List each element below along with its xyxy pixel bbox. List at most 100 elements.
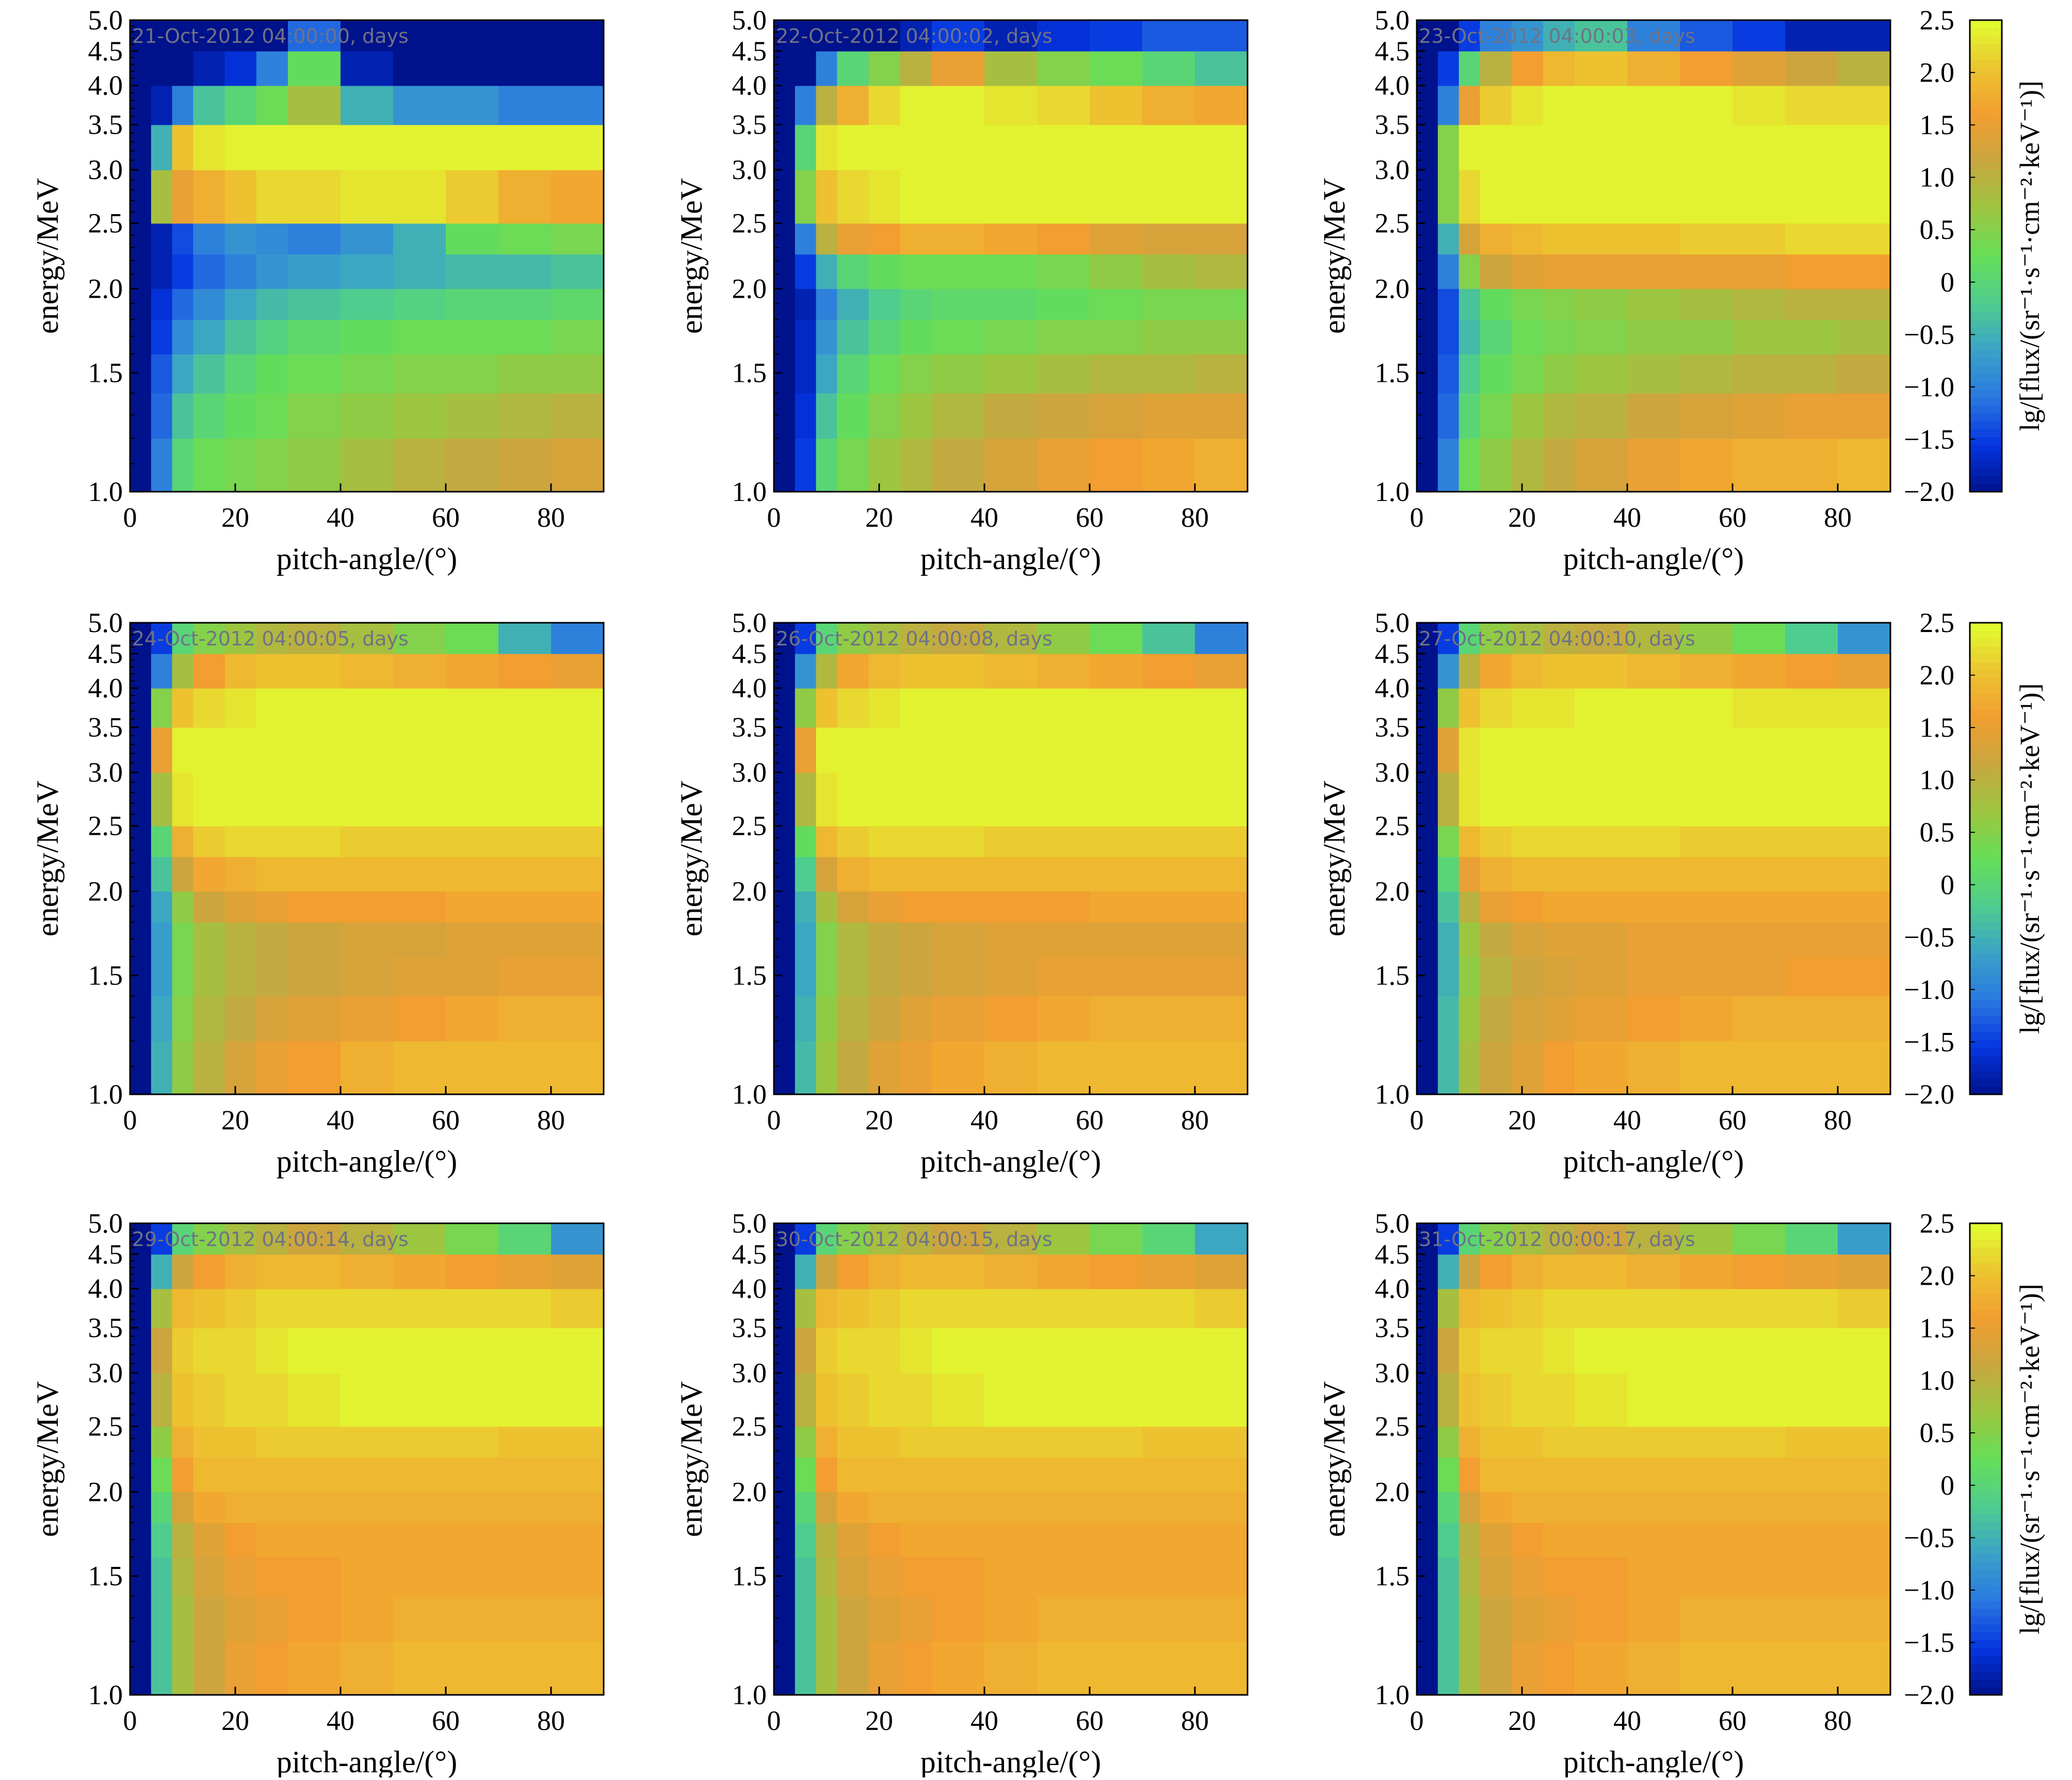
heatmap-cell	[1480, 957, 1512, 996]
heatmap-cell	[1733, 653, 1786, 689]
heatmap-cell	[498, 1457, 552, 1493]
heatmap-cell	[1627, 51, 1680, 86]
heatmap-cell	[393, 170, 446, 224]
heatmap-cell	[1511, 727, 1544, 773]
heatmap-cell	[288, 891, 341, 923]
heatmap-cell	[1680, 170, 1733, 224]
heatmap-cell	[1838, 170, 1891, 224]
heatmap-cell	[151, 688, 173, 728]
heatmap-cell	[130, 1596, 152, 1642]
heatmap-cell	[130, 85, 152, 125]
heatmap-cell	[816, 1426, 838, 1458]
heatmap-cell	[868, 623, 901, 654]
heatmap-cell	[1142, 772, 1195, 827]
x-tick-label: 80	[537, 502, 565, 533]
y-axis-label: energy/MeV	[674, 781, 708, 936]
heatmap-cell	[1680, 85, 1733, 125]
heatmap-cell	[1142, 623, 1195, 654]
heatmap-cell	[1575, 51, 1628, 86]
heatmap-cell	[837, 957, 869, 996]
heatmap-cell	[1480, 623, 1512, 654]
heatmap-cell	[1480, 772, 1512, 827]
colorbar-swatch	[1970, 677, 2002, 686]
colorbar-swatch	[1970, 1372, 2002, 1381]
heatmap-cell	[256, 826, 288, 857]
heatmap-cell	[1785, 85, 1838, 125]
heatmap-cell	[446, 1492, 499, 1523]
colorbar-swatch	[1970, 1078, 2002, 1087]
heatmap-cell	[984, 124, 1038, 170]
heatmap-cell	[1437, 1223, 1460, 1255]
heatmap-cell	[984, 922, 1038, 957]
heatmap-cell	[1459, 623, 1481, 654]
colorbar-swatch	[1970, 1459, 2002, 1468]
heatmap-cell	[774, 623, 796, 654]
heatmap-cell	[130, 1641, 152, 1695]
heatmap-cell	[900, 1523, 932, 1558]
heatmap-cell	[1459, 85, 1481, 125]
x-tick-label: 0	[1410, 1105, 1424, 1136]
heatmap-cell	[288, 319, 341, 354]
heatmap-cell	[446, 1557, 499, 1597]
heatmap-cell	[1838, 319, 1891, 354]
heatmap-cell	[446, 354, 499, 394]
heatmap-cell	[1511, 623, 1544, 654]
heatmap-cell	[816, 772, 838, 827]
heatmap-cell	[932, 891, 985, 923]
heatmap-cell	[837, 288, 869, 320]
heatmap-cell	[816, 727, 838, 773]
heatmap-cell	[446, 922, 499, 957]
heatmap-cell	[1575, 254, 1628, 289]
heatmap-cell	[224, 1596, 257, 1642]
heatmap-cell	[1627, 856, 1680, 892]
heatmap-cell	[1142, 1457, 1195, 1493]
heatmap-cell	[224, 254, 257, 289]
heatmap-cell	[498, 1288, 552, 1329]
x-tick-label: 40	[327, 1705, 354, 1736]
heatmap-cell	[1037, 1373, 1090, 1427]
heatmap-cell	[1195, 826, 1248, 857]
heatmap-cell	[1459, 1328, 1481, 1373]
heatmap-cell	[774, 1426, 796, 1458]
heatmap-cell	[224, 1223, 257, 1255]
heatmap-cell	[551, 653, 604, 689]
heatmap-cell	[172, 653, 194, 689]
heatmap-cell	[551, 995, 604, 1042]
colorbar-swatch	[1970, 1530, 2002, 1539]
colorbar-swatch	[1970, 1055, 2002, 1063]
heatmap-cell	[341, 20, 394, 52]
x-tick-label: 80	[1824, 1105, 1852, 1136]
x-tick-label: 80	[1824, 1705, 1852, 1736]
panel-8: 30-Oct-2012 04:00:15, days1.01.52.02.53.…	[674, 1208, 1249, 1779]
colorbar-swatch	[1970, 1687, 2002, 1695]
heatmap-cell	[1417, 922, 1438, 957]
heatmap-cells	[774, 1223, 1248, 1695]
heatmap-cell	[1090, 1373, 1143, 1427]
heatmap-cell	[1417, 1041, 1438, 1095]
heatmap-cell	[932, 826, 985, 857]
heatmap-cell	[774, 288, 796, 320]
heatmap-cell	[256, 1596, 288, 1642]
plot-frame	[1416, 1222, 1891, 1696]
heatmap-cell	[1575, 1254, 1628, 1289]
heatmap-cell	[1459, 124, 1481, 170]
heatmap-cell	[1195, 1523, 1248, 1558]
colorbar-1: 2.52.01.51.00.50−0.5−1.0−1.5−2.0lg/[flux…	[1904, 5, 2045, 507]
heatmap-cell	[1195, 51, 1248, 86]
heatmap-cell	[224, 438, 257, 492]
heatmap-cell	[256, 393, 288, 439]
heatmap-cell	[900, 891, 932, 923]
heatmap-cell	[1437, 727, 1460, 773]
heatmap-cell	[837, 727, 869, 773]
heatmap-cell	[341, 1254, 394, 1289]
panel-title: 24-Oct-2012 04:00:05, days	[132, 627, 409, 650]
heatmap-cell	[774, 995, 796, 1042]
heatmap-cell	[1037, 319, 1090, 354]
colorbar-label: lg/[flux/(sr⁻¹·s⁻¹·cm⁻²·keV⁻¹)]	[2014, 80, 2045, 431]
heatmap-cell	[868, 1288, 901, 1329]
heatmap-cell	[498, 1254, 552, 1289]
plot-frame	[1416, 622, 1891, 1095]
heatmap-cell	[816, 1523, 838, 1558]
heatmap-cell	[172, 1557, 194, 1597]
colorbar-swatch	[1970, 83, 2002, 91]
